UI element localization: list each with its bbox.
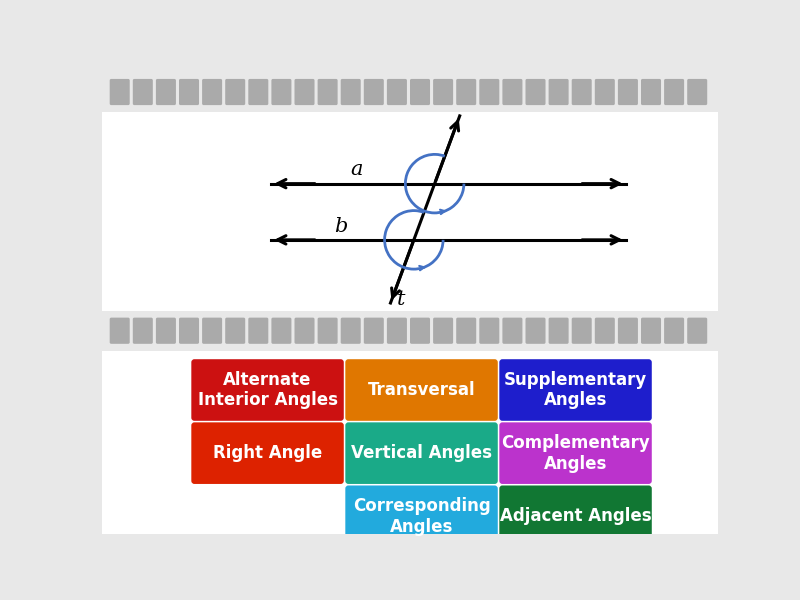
FancyBboxPatch shape — [664, 317, 684, 344]
Text: Supplementary
Angles: Supplementary Angles — [504, 371, 647, 409]
FancyBboxPatch shape — [479, 317, 499, 344]
FancyBboxPatch shape — [479, 79, 499, 105]
FancyBboxPatch shape — [179, 317, 199, 344]
FancyBboxPatch shape — [499, 485, 652, 547]
FancyBboxPatch shape — [294, 79, 314, 105]
FancyBboxPatch shape — [499, 359, 652, 421]
FancyBboxPatch shape — [110, 317, 130, 344]
FancyBboxPatch shape — [641, 317, 661, 344]
FancyBboxPatch shape — [456, 317, 476, 344]
FancyBboxPatch shape — [526, 317, 546, 344]
Bar — [102, 311, 718, 351]
FancyBboxPatch shape — [502, 79, 522, 105]
FancyBboxPatch shape — [387, 317, 407, 344]
FancyBboxPatch shape — [410, 317, 430, 344]
Bar — [102, 112, 718, 311]
FancyBboxPatch shape — [133, 317, 153, 344]
Bar — [102, 351, 718, 534]
FancyBboxPatch shape — [318, 317, 338, 344]
FancyBboxPatch shape — [687, 79, 707, 105]
FancyBboxPatch shape — [271, 317, 291, 344]
FancyBboxPatch shape — [549, 79, 569, 105]
FancyBboxPatch shape — [502, 317, 522, 344]
FancyBboxPatch shape — [687, 317, 707, 344]
Text: Transversal: Transversal — [368, 381, 475, 399]
FancyBboxPatch shape — [191, 422, 344, 484]
FancyBboxPatch shape — [572, 79, 592, 105]
FancyBboxPatch shape — [410, 79, 430, 105]
FancyBboxPatch shape — [364, 317, 384, 344]
FancyBboxPatch shape — [341, 317, 361, 344]
FancyBboxPatch shape — [179, 79, 199, 105]
FancyBboxPatch shape — [346, 422, 498, 484]
FancyBboxPatch shape — [341, 79, 361, 105]
Text: Corresponding
Angles: Corresponding Angles — [353, 497, 490, 536]
FancyBboxPatch shape — [594, 317, 615, 344]
FancyBboxPatch shape — [641, 79, 661, 105]
FancyBboxPatch shape — [499, 422, 652, 484]
Text: a: a — [350, 160, 362, 179]
Text: Right Angle: Right Angle — [213, 444, 322, 462]
FancyBboxPatch shape — [248, 317, 268, 344]
FancyBboxPatch shape — [226, 79, 246, 105]
FancyBboxPatch shape — [618, 79, 638, 105]
FancyBboxPatch shape — [526, 79, 546, 105]
FancyBboxPatch shape — [202, 317, 222, 344]
FancyBboxPatch shape — [594, 79, 615, 105]
FancyBboxPatch shape — [387, 79, 407, 105]
FancyBboxPatch shape — [318, 79, 338, 105]
FancyBboxPatch shape — [433, 79, 453, 105]
FancyBboxPatch shape — [433, 317, 453, 344]
FancyBboxPatch shape — [664, 79, 684, 105]
FancyBboxPatch shape — [271, 79, 291, 105]
FancyBboxPatch shape — [202, 79, 222, 105]
FancyBboxPatch shape — [133, 79, 153, 105]
FancyBboxPatch shape — [226, 317, 246, 344]
Text: t: t — [397, 290, 406, 308]
FancyBboxPatch shape — [294, 317, 314, 344]
FancyBboxPatch shape — [549, 317, 569, 344]
FancyBboxPatch shape — [156, 317, 176, 344]
FancyBboxPatch shape — [110, 79, 130, 105]
FancyBboxPatch shape — [346, 485, 498, 547]
FancyBboxPatch shape — [156, 79, 176, 105]
Text: b: b — [334, 217, 347, 235]
FancyBboxPatch shape — [248, 79, 268, 105]
Text: Complementary
Angles: Complementary Angles — [501, 434, 650, 473]
FancyBboxPatch shape — [191, 359, 344, 421]
Bar — [102, 72, 718, 112]
FancyBboxPatch shape — [618, 317, 638, 344]
FancyBboxPatch shape — [456, 79, 476, 105]
Text: Alternate
Interior Angles: Alternate Interior Angles — [198, 371, 338, 409]
FancyBboxPatch shape — [346, 359, 498, 421]
FancyBboxPatch shape — [572, 317, 592, 344]
FancyBboxPatch shape — [364, 79, 384, 105]
Text: Vertical Angles: Vertical Angles — [351, 444, 492, 462]
Text: Adjacent Angles: Adjacent Angles — [500, 507, 651, 525]
